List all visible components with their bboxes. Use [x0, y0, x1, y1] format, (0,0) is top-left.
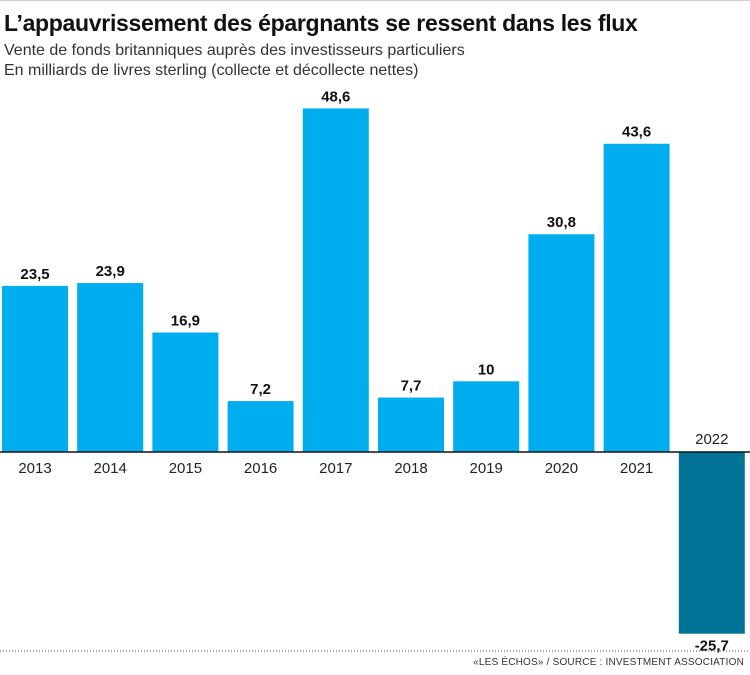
- bar-2020: [528, 234, 595, 452]
- bar-2022: [678, 452, 745, 634]
- chart-title: L’appauvrissement des épargnants se ress…: [4, 10, 638, 36]
- value-label-2021: 43,6: [622, 124, 651, 141]
- tick-label-2015: 2015: [169, 460, 202, 477]
- value-label-2014: 23,9: [96, 263, 125, 280]
- tick-label-2019: 2019: [470, 460, 503, 477]
- value-label-2018: 7,7: [401, 378, 422, 395]
- bar-2017: [302, 108, 369, 452]
- bar-2015: [152, 332, 219, 452]
- bar-2021: [603, 143, 670, 453]
- tick-label-2021: 2021: [620, 460, 653, 477]
- bar-2018: [378, 397, 444, 452]
- bar-2019: [453, 381, 520, 452]
- value-label-2013: 23,5: [20, 266, 49, 283]
- value-label-2015: 16,9: [171, 313, 200, 330]
- value-label-2022: -25,7: [695, 638, 729, 655]
- top-rule: [0, 0, 750, 1]
- tick-label-2018: 2018: [394, 460, 427, 477]
- value-label-2016: 7,2: [250, 381, 271, 398]
- tick-label-2013: 2013: [18, 460, 51, 477]
- chart-subtitle: Vente de fonds britanniques auprès des i…: [4, 42, 465, 59]
- tick-label-2014: 2014: [94, 460, 127, 477]
- tick-label-2020: 2020: [545, 460, 578, 477]
- source-credit: «LES ÉCHOS» / SOURCE : INVESTMENT ASSOCI…: [473, 657, 744, 668]
- tick-label-2017: 2017: [319, 460, 352, 477]
- bar-2013: [2, 285, 68, 452]
- tick-label-2022: 2022: [695, 431, 728, 448]
- chart-unit-subtitle: En milliards de livres sterling (collect…: [4, 62, 419, 79]
- bar-2016: [227, 401, 294, 452]
- value-label-2020: 30,8: [547, 214, 576, 231]
- bar-2014: [77, 283, 144, 452]
- value-label-2019: 10: [478, 361, 495, 378]
- tick-label-2016: 2016: [244, 460, 277, 477]
- value-label-2017: 48,6: [321, 88, 350, 105]
